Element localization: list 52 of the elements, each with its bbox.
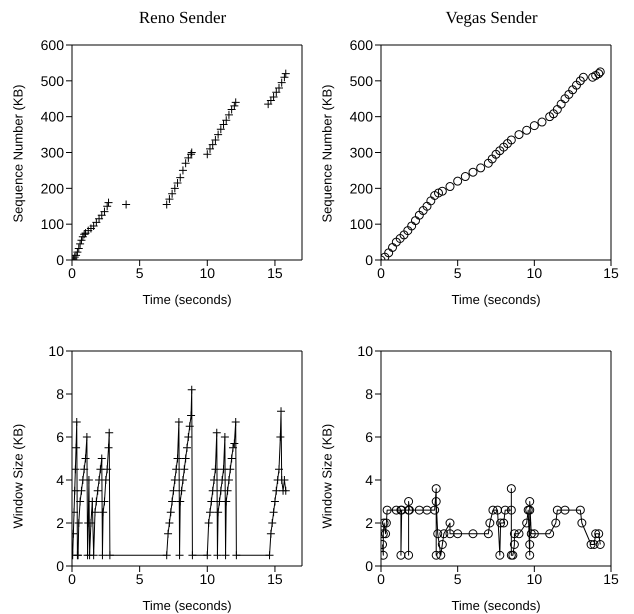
x-tick-label: 15 [267, 570, 283, 587]
x-tick-label: 5 [454, 264, 462, 281]
y-tick-label: 10 [48, 342, 64, 359]
x-tick-label: 10 [200, 570, 216, 587]
y-tick-label: 0 [56, 252, 64, 268]
x-tick-label: 5 [136, 264, 144, 281]
x-tick-label: 15 [603, 570, 619, 587]
y-tick-label: 400 [350, 108, 374, 125]
x-tick-label: 15 [603, 264, 619, 281]
y-tick-label: 300 [350, 144, 374, 160]
y-tick-label: 0 [365, 252, 374, 268]
y-tick-label: 0 [365, 558, 374, 574]
y-tick-label: 100 [350, 216, 374, 232]
x-tick-label: 15 [267, 264, 283, 281]
y-tick-label: 2 [56, 514, 64, 531]
y-tick-label: 8 [56, 386, 64, 402]
y-tick-label: 600 [40, 36, 64, 53]
x-tick-label: 0 [377, 264, 386, 281]
x-tick-label: 0 [68, 264, 76, 281]
x-axis-title: Time (seconds) [142, 292, 232, 307]
x-axis-title: Time (seconds) [451, 598, 541, 613]
x-tick-label: 0 [68, 570, 76, 587]
y-tick-label: 4 [365, 472, 374, 488]
y-tick-label: 200 [350, 180, 374, 196]
x-axis-title: Time (seconds) [142, 598, 232, 613]
y-tick-label: 400 [40, 108, 64, 125]
y-tick-label: 8 [365, 386, 374, 402]
y-tick-label: 500 [350, 72, 374, 89]
x-tick-label: 0 [377, 570, 386, 587]
y-tick-label: 200 [40, 180, 64, 196]
x-tick-label: 5 [136, 570, 144, 587]
y-tick-label: 600 [350, 36, 374, 53]
x-tick-label: 10 [526, 264, 542, 281]
y-tick-label: 500 [40, 72, 64, 89]
x-tick-label: 5 [454, 570, 462, 587]
x-tick-label: 10 [526, 570, 542, 587]
y-tick-label: 10 [357, 342, 374, 359]
y-axis-title: Sequence Number (KB) [10, 84, 26, 222]
y-tick-label: 4 [56, 472, 64, 488]
y-axis-title: Window Size (KB) [10, 424, 26, 528]
x-axis-title: Time (seconds) [451, 292, 541, 307]
y-tick-label: 6 [56, 428, 64, 445]
chart-title: Vegas Sender [444, 8, 539, 29]
y-tick-label: 100 [40, 216, 64, 232]
y-tick-label: 6 [365, 428, 374, 445]
y-axis-title: Sequence Number (KB) [320, 84, 335, 222]
y-tick-label: 0 [56, 558, 64, 574]
y-axis-title: Window Size (KB) [320, 424, 335, 528]
y-tick-label: 2 [365, 514, 374, 531]
chart-title: Reno Sender [138, 8, 228, 29]
x-tick-label: 10 [200, 264, 216, 281]
y-tick-label: 300 [40, 144, 64, 160]
